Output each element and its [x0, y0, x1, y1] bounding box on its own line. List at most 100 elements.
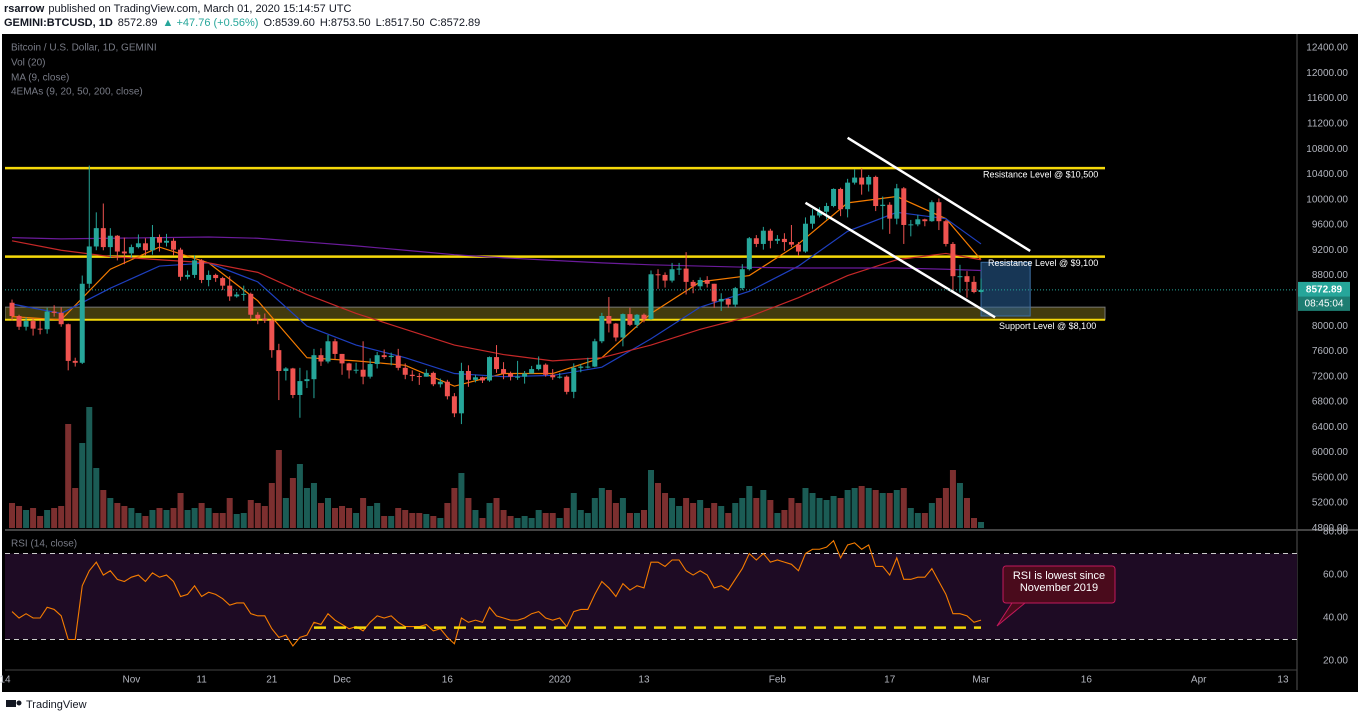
y-tick-label: 10000.00 [1306, 194, 1348, 205]
candle-body [213, 274, 219, 279]
y-tick-label: 10400.00 [1306, 169, 1348, 180]
candle-body [192, 260, 198, 275]
volume-bar [739, 498, 746, 528]
candle-body [774, 238, 780, 241]
candle-body [620, 314, 626, 338]
volume-bar [472, 510, 479, 528]
candle-body [227, 285, 233, 297]
x-tick-label: Feb [769, 675, 787, 686]
x-tick-label: 13 [638, 675, 650, 686]
volume-bar [219, 513, 226, 528]
volume-bar [93, 468, 100, 528]
candle-body [51, 311, 57, 313]
candle-body [311, 355, 317, 380]
channel-line [846, 136, 1031, 252]
volume-bar [928, 503, 935, 528]
candle-body [873, 176, 879, 207]
volume-bar [107, 498, 114, 528]
volume-bar [640, 510, 647, 528]
volume-bar [893, 490, 900, 528]
candle-body [479, 377, 485, 381]
candle-body [943, 221, 949, 244]
volume-bar [254, 503, 261, 528]
last-price-tag [1298, 281, 1350, 297]
volume-bar [268, 483, 275, 528]
candle-body [662, 274, 668, 281]
volume-bar [170, 508, 177, 528]
candle-body [23, 321, 29, 327]
candle-body [859, 177, 865, 185]
volume-bar [163, 510, 170, 528]
volume-bar [760, 490, 767, 528]
x-tick-label: 11 [196, 675, 207, 686]
candle-body [339, 353, 345, 364]
candle-body [648, 274, 654, 320]
y-tick-label: 8800.00 [1312, 270, 1349, 281]
candle-body [522, 373, 528, 377]
candle-body [58, 312, 64, 325]
volume-bar [44, 510, 51, 528]
volume-bar [353, 513, 360, 528]
candle-body [135, 243, 141, 248]
volume-bar [310, 483, 317, 528]
volume-bar [816, 498, 823, 528]
y-tick-label: 8000.00 [1312, 321, 1349, 332]
volume-bar [971, 518, 977, 528]
candle-body [515, 376, 521, 378]
candle-body [845, 182, 851, 210]
candle-body [655, 274, 661, 276]
volume-bar [240, 513, 247, 528]
volume-bar [296, 464, 303, 528]
candle-body [810, 215, 815, 224]
y-tick-label: 12000.00 [1306, 68, 1348, 79]
candle-body [592, 341, 598, 367]
candle-body [704, 279, 710, 284]
volume-bar [711, 503, 718, 528]
candle-body [402, 367, 408, 375]
volume-bar [914, 513, 921, 528]
candle-body [550, 374, 556, 378]
candle-body [199, 260, 205, 280]
candle-body [107, 235, 113, 248]
candle-body [683, 268, 689, 282]
volume-bar [458, 473, 465, 528]
countdown: 08:45:04 [1305, 299, 1344, 310]
y-tick-label: 9200.00 [1312, 245, 1349, 256]
volume-bar [753, 498, 760, 528]
y-tick-label: 11600.00 [1307, 93, 1348, 104]
volume-bar [205, 508, 212, 528]
volume-bar [669, 498, 676, 528]
symbol: GEMINI:BTCUSD, 1D [4, 17, 113, 29]
candle-body [283, 368, 289, 371]
axes: Support Level @ $8,100 Resistance Level @… [0, 43, 1350, 686]
note-arrow [996, 602, 1027, 627]
candle-body [760, 230, 766, 244]
volume-bar [346, 508, 353, 528]
legend-line: Bitcoin / U.S. Dollar, 1D, GEMINI [11, 43, 157, 54]
volume-bar [514, 518, 521, 528]
candle-body [508, 373, 514, 377]
volume-bar [683, 498, 690, 528]
volume-bar [317, 503, 324, 528]
volume-bar [690, 503, 697, 528]
candle-body [971, 281, 977, 293]
candle-body [241, 293, 247, 295]
ohlc: H:8753.50 [320, 17, 371, 29]
volume-bar [633, 513, 640, 528]
candle-body [866, 176, 872, 185]
candle-body [388, 355, 394, 358]
candle-body [374, 355, 380, 365]
candle-body [325, 341, 331, 362]
candle-body [788, 242, 794, 245]
volume-bar [612, 503, 619, 528]
last: 8572.89 [118, 17, 158, 29]
candle-body [950, 243, 956, 277]
candle-body [9, 302, 15, 316]
rsi-line [11, 539, 982, 647]
volume-bar [676, 506, 683, 528]
volume-bar [788, 498, 795, 528]
candle-body [795, 244, 801, 252]
volume-bar [493, 498, 500, 528]
volume-bar [655, 483, 662, 528]
main-pane [5, 136, 1297, 528]
